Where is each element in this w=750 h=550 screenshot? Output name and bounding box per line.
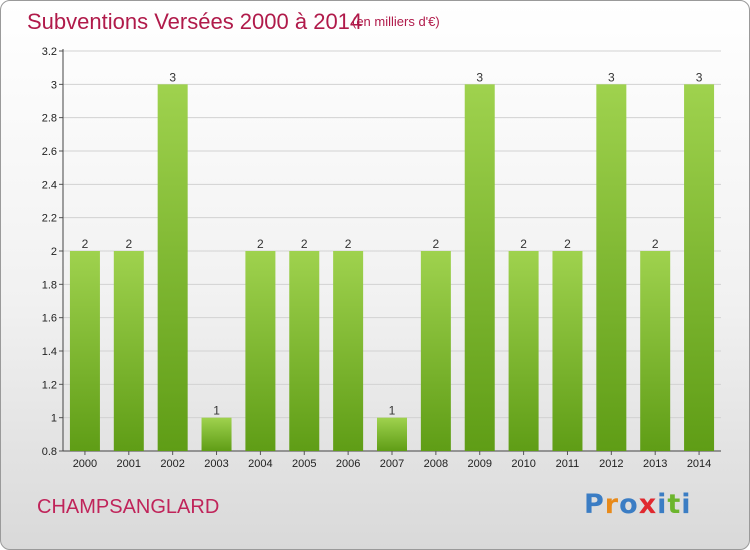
data-label: 2: [125, 237, 132, 251]
y-tick-label: 1.4: [42, 346, 57, 358]
data-label: 3: [169, 70, 176, 84]
x-tick-label: 2009: [467, 458, 491, 470]
place-name: CHAMPSANGLARD: [37, 496, 220, 518]
data-label: 1: [213, 404, 220, 418]
x-tick-label: 2011: [556, 458, 580, 470]
logo-letter: t: [667, 489, 682, 520]
logo-letter: i: [657, 489, 668, 520]
bar: [289, 251, 320, 451]
y-tick-label: 2.8: [42, 113, 57, 125]
y-tick-label: 1.6: [42, 313, 57, 325]
logo-letter: r: [604, 489, 620, 520]
x-tick-label: 2000: [73, 458, 97, 470]
y-tick-label: 2.6: [42, 146, 57, 158]
data-label: 2: [301, 237, 308, 251]
x-tick-label: 2001: [117, 458, 141, 470]
bar: [640, 251, 671, 451]
chart-unit-note: (en milliers d'€): [352, 14, 440, 29]
x-tick-label: 2007: [380, 458, 404, 470]
bar: [464, 84, 495, 451]
bar: [596, 84, 627, 451]
proxiti-logo: Proxiti: [584, 489, 692, 520]
data-label: 2: [433, 237, 440, 251]
x-tick-label: 2002: [160, 458, 184, 470]
data-label: 2: [564, 237, 571, 251]
logo-letter: i: [681, 489, 692, 520]
x-tick-label: 2013: [643, 458, 667, 470]
x-tick-label: 2010: [511, 458, 535, 470]
bar: [333, 251, 364, 451]
bar: [69, 251, 100, 451]
data-label: 2: [652, 237, 659, 251]
y-tick-label: 2.4: [42, 179, 57, 191]
chart-title: Subventions Versées 2000 à 2014: [27, 9, 363, 34]
y-tick-label: 3: [51, 79, 57, 91]
data-label: 3: [476, 70, 483, 84]
y-tick-label: 1.8: [42, 279, 57, 291]
logo-letter: o: [619, 489, 639, 520]
data-label: 2: [257, 237, 264, 251]
logo-letter: P: [584, 489, 605, 520]
y-tick-label: 1.2: [42, 379, 57, 391]
x-tick-label: 2012: [599, 458, 623, 470]
x-tick-label: 2008: [424, 458, 448, 470]
y-tick-label: 3.2: [42, 46, 57, 58]
x-tick-label: 2003: [204, 458, 228, 470]
bar: [245, 251, 276, 451]
y-tick-label: 0.8: [42, 446, 57, 458]
x-tick-label: 2004: [248, 458, 272, 470]
y-tick-label: 1: [51, 413, 57, 425]
bar: [113, 251, 144, 451]
bar: [508, 251, 539, 451]
bar: [201, 417, 232, 451]
y-tick-label: 2.2: [42, 213, 57, 225]
bar: [157, 84, 188, 451]
data-label: 3: [608, 70, 615, 84]
data-label: 2: [82, 237, 89, 251]
x-tick-label: 2014: [687, 458, 711, 470]
bar: [420, 251, 451, 451]
data-label: 3: [696, 70, 703, 84]
data-label: 2: [520, 237, 527, 251]
logo-letter: x: [638, 489, 658, 520]
chart-labels: 2000 2 2001 2 2002 3 2003 1 2004 2 2005 2 2006 2 2007 1…: [73, 70, 712, 470]
bar: [552, 251, 583, 451]
data-label: 2: [345, 237, 352, 251]
chart-bars: [69, 84, 715, 451]
x-tick-label: 2006: [336, 458, 360, 470]
x-tick-label: 2005: [292, 458, 316, 470]
data-label: 1: [389, 404, 396, 418]
bar: [377, 417, 407, 451]
y-tick-label: 2: [51, 246, 57, 258]
bar: [684, 84, 715, 451]
